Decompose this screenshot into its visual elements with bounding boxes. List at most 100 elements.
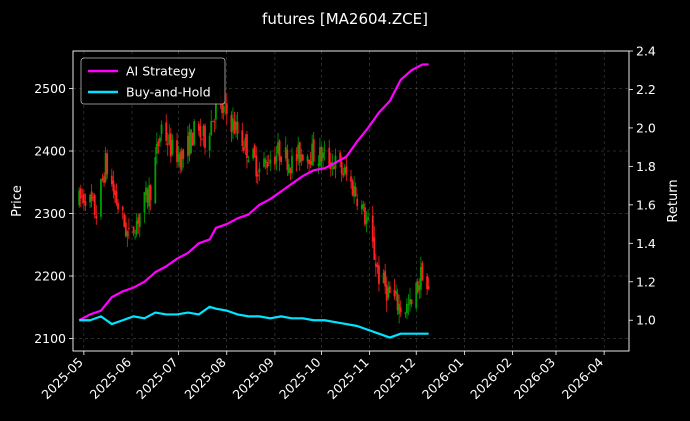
candle-body xyxy=(382,272,385,284)
candle-body xyxy=(426,276,429,290)
candle-body xyxy=(168,134,171,144)
candle-body xyxy=(365,219,368,224)
candle-body xyxy=(208,135,211,151)
candle-body xyxy=(137,217,140,224)
candle-body xyxy=(333,166,335,170)
candle-body xyxy=(387,287,390,298)
candle-body xyxy=(134,236,137,238)
candle-body xyxy=(415,282,418,309)
candle-body xyxy=(301,154,304,161)
candle-body xyxy=(197,123,200,131)
return-tick-label: 1.8 xyxy=(636,159,656,174)
candle-body xyxy=(159,137,161,143)
candle-body xyxy=(284,147,287,159)
candle-body xyxy=(286,149,289,170)
candle-body xyxy=(278,140,281,161)
candle-body xyxy=(409,298,411,305)
price-axis: 2100 2200 2300 2400 2500 xyxy=(34,81,73,346)
candle-body xyxy=(145,187,147,195)
candle-body xyxy=(343,167,346,174)
candle-body xyxy=(256,174,259,177)
y-axis-left-label: Price xyxy=(10,185,25,217)
candle-body xyxy=(230,115,233,133)
candle-body xyxy=(267,165,270,166)
return-tick-label: 2.4 xyxy=(636,44,656,59)
candle-body xyxy=(128,228,130,229)
candle-body xyxy=(399,307,402,313)
candle-body xyxy=(339,152,342,162)
candle-body xyxy=(165,122,168,141)
x-tick-label: 2025-09 xyxy=(229,354,277,402)
return-tick-label: 1.0 xyxy=(636,313,656,328)
candle-body xyxy=(232,118,234,131)
candle-body xyxy=(241,130,244,147)
candle-body xyxy=(104,152,107,182)
candle-body xyxy=(187,136,189,157)
candle-body xyxy=(309,160,312,165)
candle-body xyxy=(354,187,357,196)
price-tick-label: 2500 xyxy=(34,81,66,96)
candle-body xyxy=(93,194,96,216)
candle-body xyxy=(148,185,151,207)
candle-body xyxy=(384,270,387,287)
return-tick-label: 2.0 xyxy=(636,120,656,135)
candle-body xyxy=(277,142,279,154)
candle-body xyxy=(79,188,82,199)
candle-body xyxy=(340,161,343,174)
y-axis-right-label: Return xyxy=(666,179,681,222)
candle-body xyxy=(202,125,205,137)
candle-body xyxy=(317,163,320,166)
candle-body xyxy=(157,141,160,146)
price-tick-label: 2100 xyxy=(34,331,66,346)
candle-body xyxy=(82,194,85,203)
candle-body xyxy=(199,126,202,138)
candle-body xyxy=(371,215,374,242)
candle-body xyxy=(388,286,391,294)
candle-body xyxy=(287,164,290,174)
candle-body xyxy=(211,120,214,122)
candle-body xyxy=(360,204,363,210)
candle-body xyxy=(92,197,95,198)
candle-body xyxy=(398,303,401,315)
legend-label-buy-and-hold: Buy-and-Hold xyxy=(126,85,211,100)
return-tick-label: 1.6 xyxy=(636,197,656,212)
candle-body xyxy=(350,176,352,182)
candle-body xyxy=(427,286,430,290)
candle-body xyxy=(100,179,102,217)
x-tick-label: 2026-02 xyxy=(467,355,515,403)
candle-body xyxy=(300,154,303,162)
candle-body xyxy=(328,147,331,166)
candle-body xyxy=(138,213,141,228)
return-tick-label: 2.2 xyxy=(636,82,656,97)
candle-body xyxy=(376,264,379,268)
candle-body xyxy=(342,173,345,176)
candle-body xyxy=(378,265,380,284)
candle-body xyxy=(143,192,146,213)
price-tick-label: 2300 xyxy=(34,206,66,221)
candle-body xyxy=(253,145,256,157)
candle-body xyxy=(289,168,292,174)
candle-body xyxy=(233,120,236,134)
candle-body xyxy=(306,156,309,162)
candle-body xyxy=(418,285,421,291)
candle-body xyxy=(191,133,194,146)
candle-body xyxy=(126,231,129,237)
candle-body xyxy=(188,132,191,155)
candle-body xyxy=(246,134,248,158)
candle-body xyxy=(176,140,178,163)
candle-body xyxy=(115,191,118,204)
x-tick-label: 2026-03 xyxy=(511,355,559,403)
candle-body xyxy=(373,237,376,260)
candle-body xyxy=(269,159,272,164)
plot-frame xyxy=(72,50,630,352)
candle-body xyxy=(345,166,348,175)
candle-body xyxy=(117,202,119,210)
candle-body xyxy=(193,121,196,145)
price-tick-label: 2200 xyxy=(34,269,66,284)
candle-body xyxy=(247,160,250,163)
candle-body xyxy=(311,143,314,166)
candle-body xyxy=(123,214,126,227)
candle-body xyxy=(266,161,269,168)
